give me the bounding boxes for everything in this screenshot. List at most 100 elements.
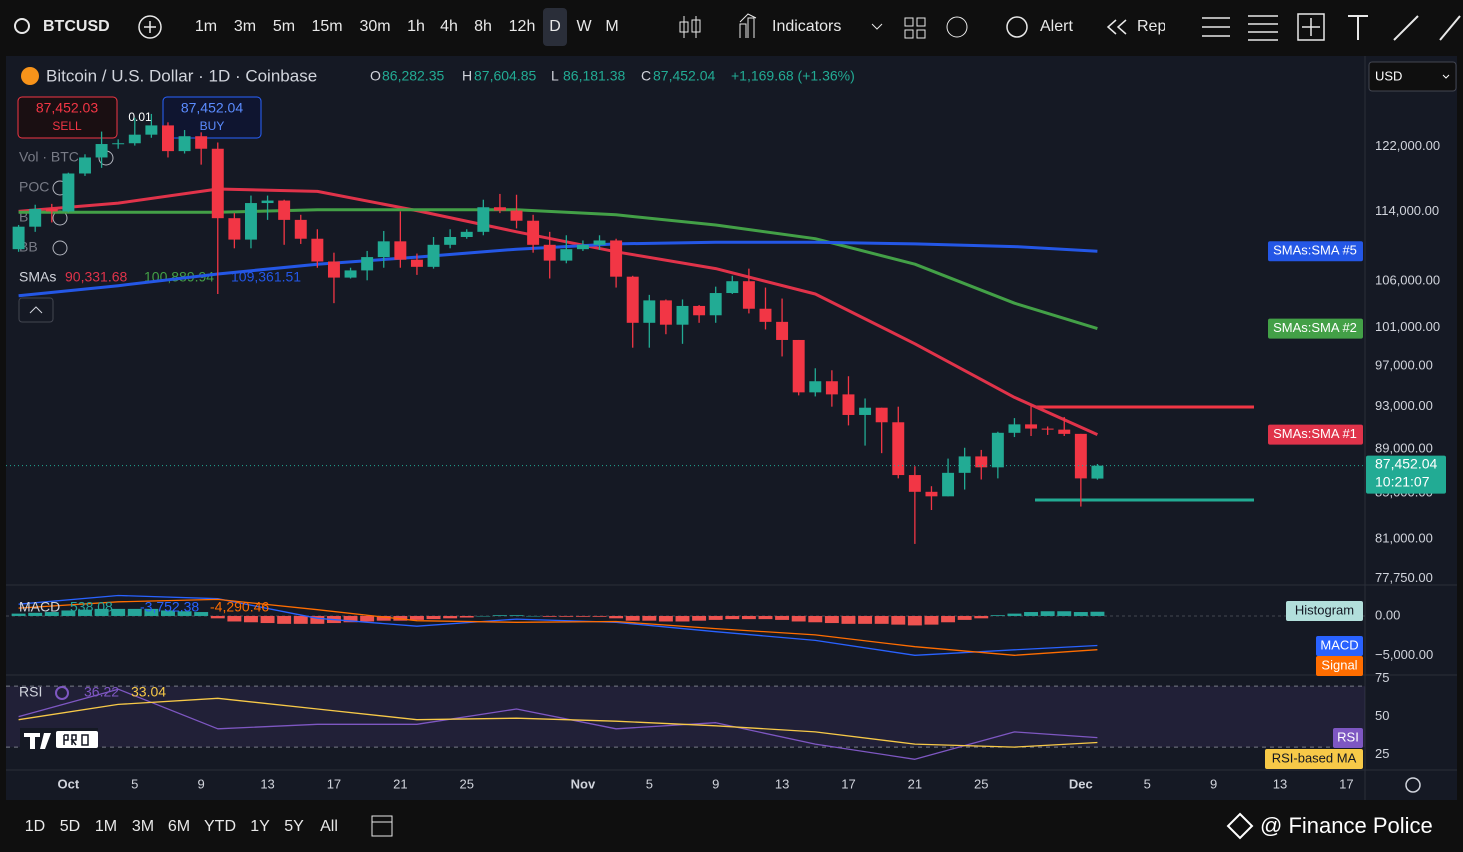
interval-button[interactable]: 1m <box>195 18 217 35</box>
macd-line <box>18 594 1098 656</box>
measure-tool[interactable] <box>1297 13 1325 41</box>
histogram-bar <box>741 615 756 620</box>
brush-tool[interactable] <box>1393 15 1419 41</box>
lines-tool[interactable] <box>1248 15 1278 41</box>
y-tick-label: 77,750.00 <box>1375 570 1433 585</box>
x-tick-label: Oct <box>58 776 80 791</box>
x-tick-label: 17 <box>841 776 855 791</box>
candle-body <box>1058 429 1071 434</box>
chart-type-icon[interactable] <box>679 16 701 38</box>
currency[interactable]: USD <box>1375 68 1402 83</box>
interval-button[interactable]: 30m <box>359 18 390 35</box>
ohlc-value: 87,604.85 <box>474 68 536 84</box>
settings-icon[interactable] <box>1405 777 1421 793</box>
candle-body <box>792 339 805 393</box>
dropdown-icon[interactable] <box>871 23 883 30</box>
text-tool[interactable] <box>1348 15 1368 40</box>
symbol[interactable]: BTCUSD <box>43 18 110 35</box>
replay-button[interactable]: Rep <box>1137 18 1166 35</box>
candle-body <box>875 407 888 423</box>
date-range-icon[interactable] <box>371 815 393 837</box>
rsi-legend: RSI <box>19 684 42 700</box>
alert-icon[interactable] <box>1006 16 1028 38</box>
alert-button[interactable]: Alert <box>1040 18 1073 35</box>
candle-body <box>12 226 25 250</box>
interval-button[interactable]: 4h <box>440 18 458 35</box>
histogram-bar <box>642 615 657 621</box>
range-button[interactable]: 5Y <box>284 818 304 835</box>
candle-body <box>112 143 125 145</box>
range-button[interactable]: YTD <box>204 818 236 835</box>
range-button[interactable]: 5D <box>60 818 80 835</box>
sma-tag-label: SMAs:SMA #5 <box>1273 243 1357 258</box>
trade-icon[interactable] <box>946 16 968 38</box>
candle-body <box>327 261 340 278</box>
sma-line <box>18 208 1098 331</box>
rsi-line <box>18 688 1098 760</box>
sell-label[interactable]: SELL <box>52 119 82 133</box>
sma-tag <box>1268 241 1363 262</box>
interval-button[interactable]: 1h <box>407 18 425 35</box>
candle-body <box>709 293 722 316</box>
compare-button[interactable] <box>138 15 162 39</box>
fib-tool[interactable] <box>1202 17 1230 37</box>
buy-button[interactable] <box>162 96 262 139</box>
candle-body <box>145 125 158 135</box>
x-tick-label: 25 <box>974 776 988 791</box>
ohlc-letter: H <box>462 68 472 84</box>
range-button[interactable]: 1Y <box>250 818 270 835</box>
histogram-bar <box>708 615 723 620</box>
sell-price[interactable]: 87,452.03 <box>36 100 98 116</box>
candle-body <box>975 456 988 468</box>
ohlc-value: 86,181.38 <box>563 68 625 84</box>
candle-body <box>278 200 291 220</box>
visibility-icon[interactable] <box>52 240 68 256</box>
sell-button[interactable] <box>17 96 118 139</box>
candle-body <box>1025 424 1038 429</box>
histogram-bar <box>28 612 43 616</box>
histogram-bar <box>907 615 922 626</box>
buy-label[interactable]: BUY <box>200 119 225 133</box>
candle-body <box>842 394 855 415</box>
indicators-icon[interactable] <box>739 13 757 38</box>
interval-button[interactable]: W <box>576 18 592 35</box>
histogram-bar <box>542 615 557 617</box>
plus-icon <box>144 21 156 33</box>
range-button[interactable]: 3M <box>132 818 154 835</box>
interval-button[interactable]: M <box>605 18 618 35</box>
candle-body <box>244 203 257 240</box>
search-icon[interactable] <box>14 18 30 34</box>
pen-tool[interactable] <box>1439 15 1461 41</box>
candle-body <box>493 207 506 211</box>
ohlc-letter: O <box>370 68 381 84</box>
range-button[interactable]: 1D <box>25 818 45 835</box>
countdown: 10:21:07 <box>1375 473 1430 489</box>
interval-button[interactable]: 15m <box>311 18 342 35</box>
interval-button[interactable]: 8h <box>474 18 492 35</box>
currency-selector[interactable] <box>1368 61 1457 92</box>
candle-body <box>560 249 573 261</box>
candle-body <box>1074 433 1087 479</box>
indicators-button[interactable]: Indicators <box>772 18 841 35</box>
interval-button[interactable]: D <box>549 18 561 35</box>
replay-icon[interactable] <box>1106 19 1127 35</box>
collapse-button[interactable] <box>18 297 54 323</box>
candle-body <box>991 432 1004 468</box>
templates-icon[interactable] <box>904 17 926 39</box>
candle-body <box>79 157 91 174</box>
interval-button[interactable]: 12h <box>509 18 536 35</box>
last-price: 87,452.04 <box>1375 455 1437 471</box>
macd-tick-label: −5,000.00 <box>1375 647 1433 662</box>
histogram-bar <box>725 615 740 620</box>
candle-body <box>477 207 490 232</box>
range-button[interactable]: All <box>320 818 338 835</box>
range-button[interactable]: 6M <box>168 818 190 835</box>
histogram-bar <box>891 615 906 625</box>
y-tick-label: 122,000.00 <box>1375 138 1440 153</box>
buy-price[interactable]: 87,452.04 <box>181 100 243 116</box>
interval-button[interactable]: 5m <box>273 18 295 35</box>
candle-body <box>942 472 955 497</box>
interval-button[interactable]: 3m <box>234 18 256 35</box>
range-button[interactable]: 1M <box>95 818 117 835</box>
candle-body <box>195 136 208 149</box>
